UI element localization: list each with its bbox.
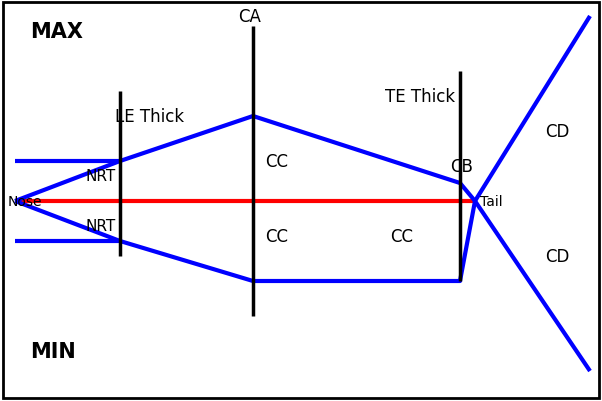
Text: MAX: MAX [30, 22, 83, 42]
Text: NRT: NRT [85, 169, 115, 184]
Text: CD: CD [545, 123, 569, 141]
Text: CB: CB [450, 158, 473, 176]
Text: CC: CC [390, 227, 413, 245]
Text: TE Thick: TE Thick [385, 88, 455, 106]
Text: Tail: Tail [480, 194, 503, 209]
Text: MIN: MIN [30, 341, 76, 361]
Text: NRT: NRT [85, 219, 115, 234]
Text: CD: CD [545, 247, 569, 265]
Text: CC: CC [265, 227, 288, 245]
Text: Nose: Nose [8, 194, 43, 209]
Text: CA: CA [238, 8, 261, 26]
Text: LE Thick: LE Thick [115, 108, 184, 126]
Text: CC: CC [265, 153, 288, 170]
